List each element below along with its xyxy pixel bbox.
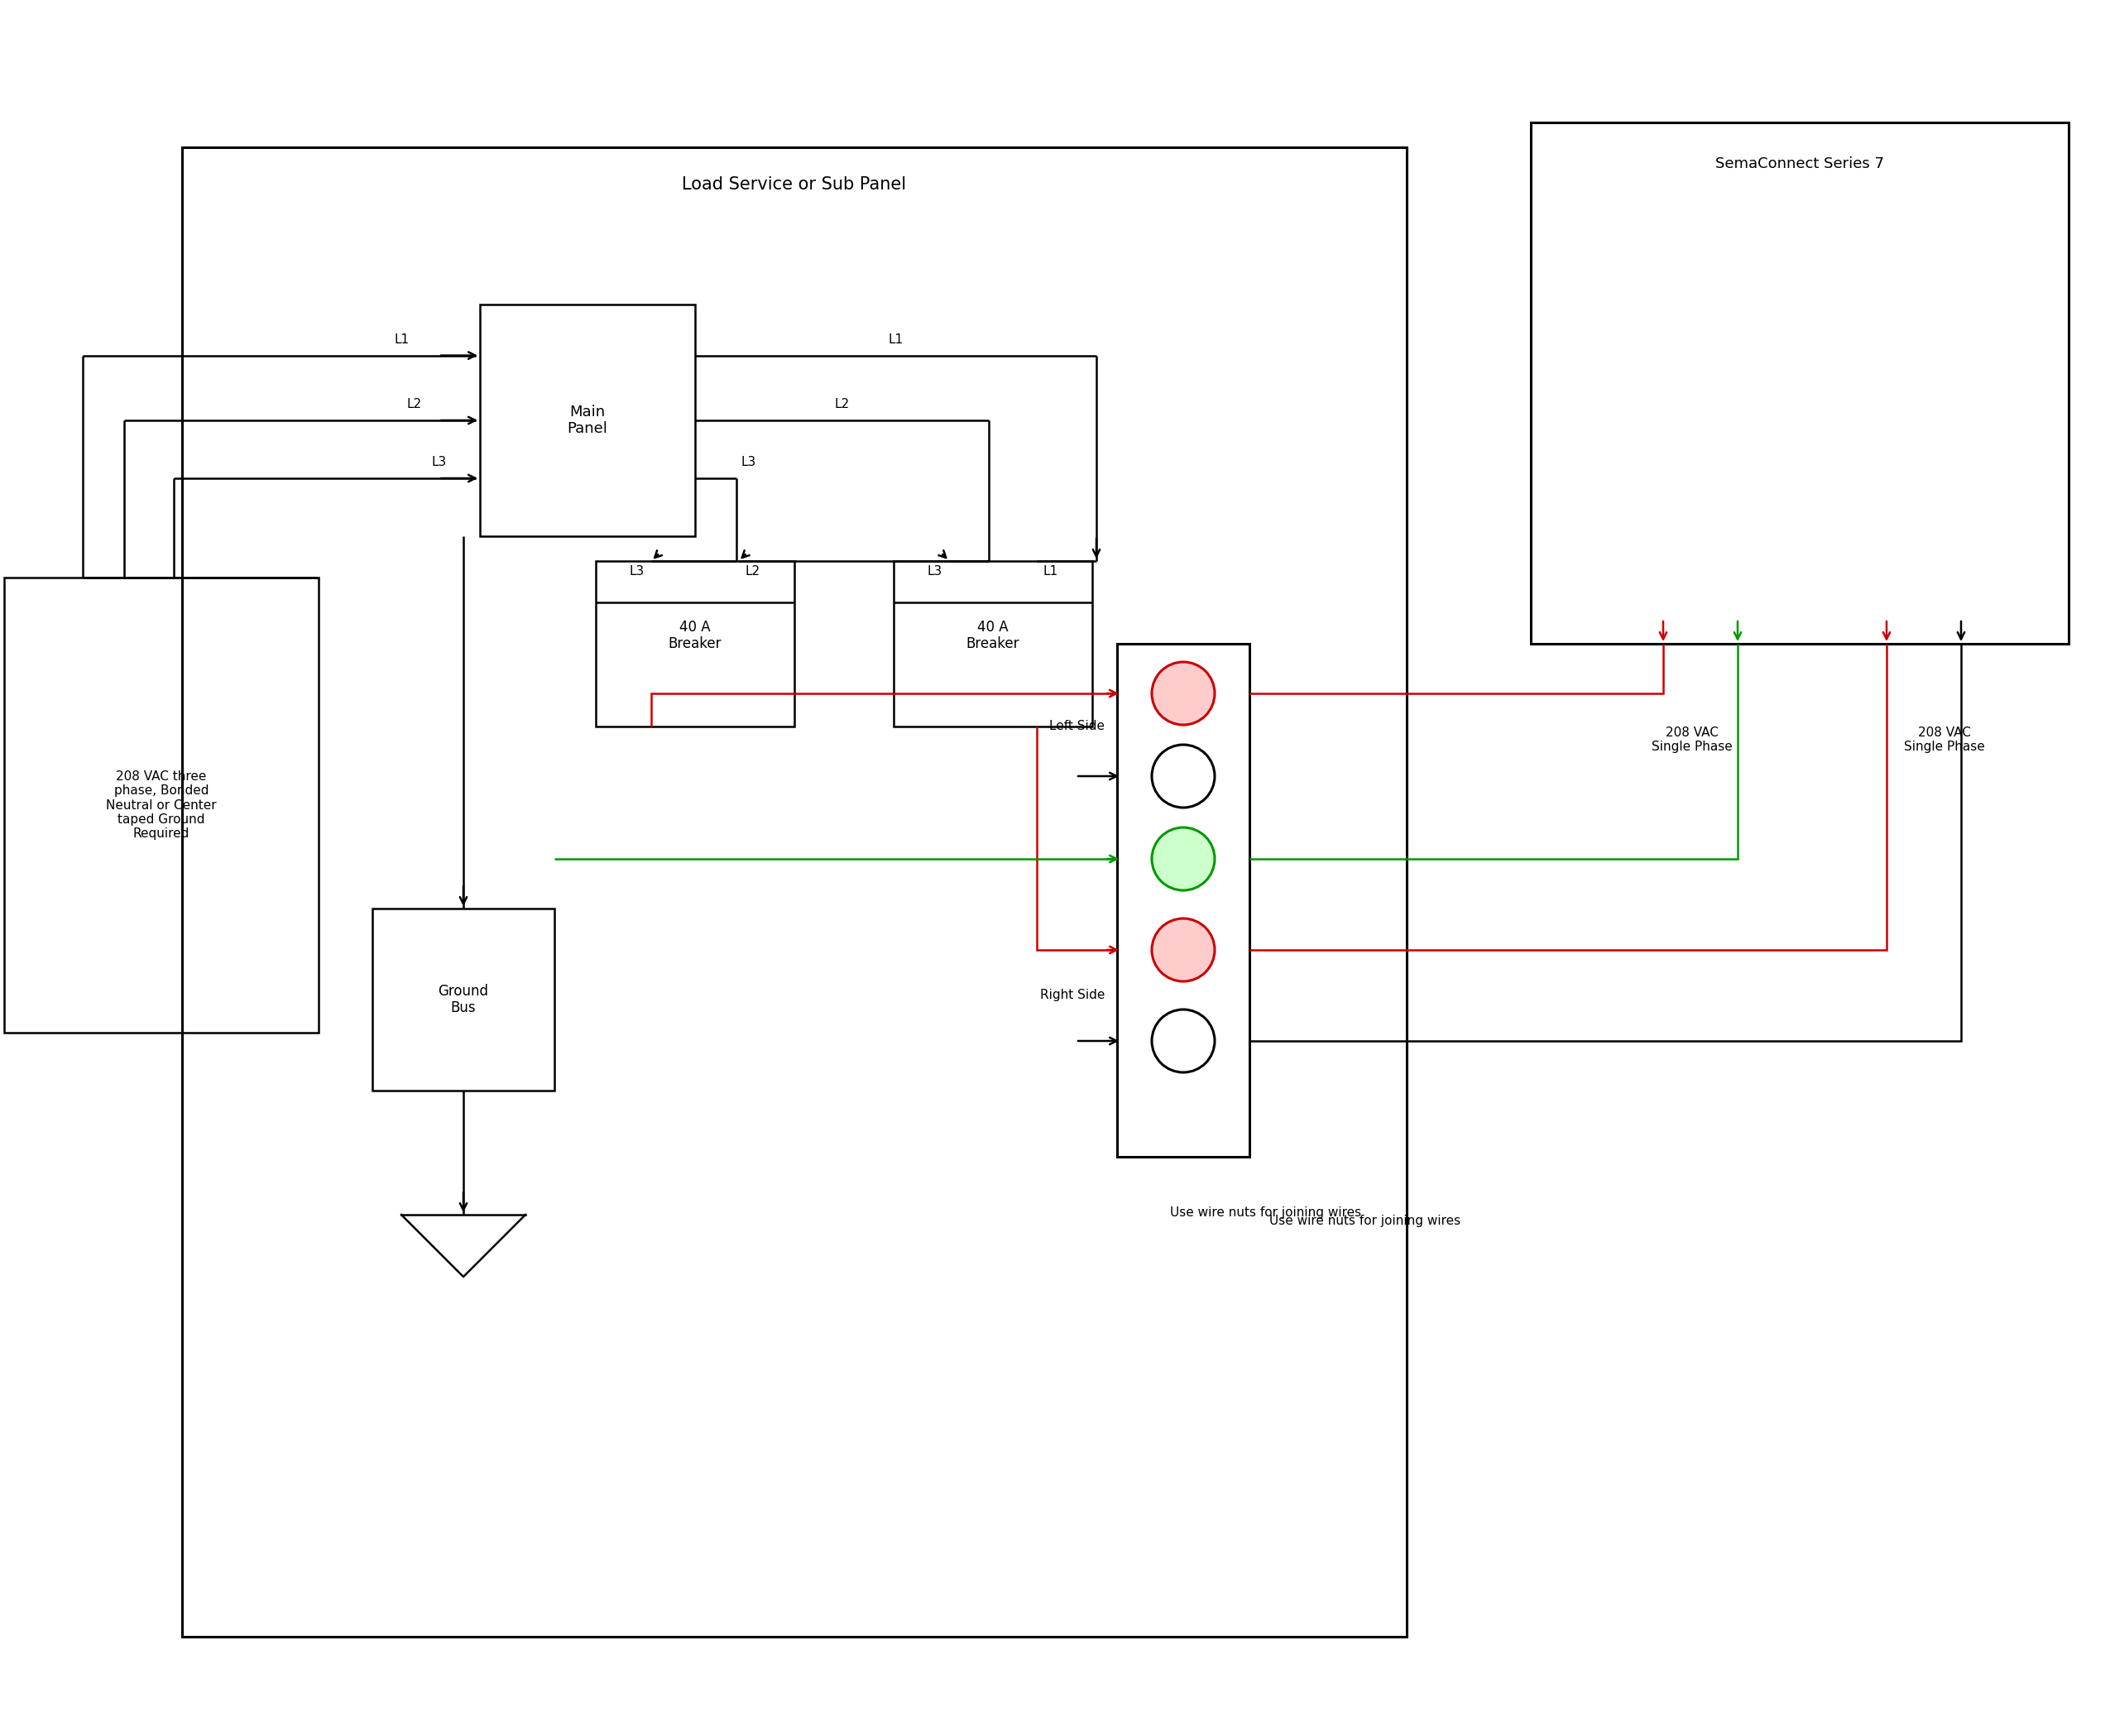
Text: L3: L3 [629, 566, 646, 578]
Text: L1: L1 [888, 333, 903, 345]
Text: Left Side: Left Side [1049, 720, 1106, 733]
Circle shape [1152, 745, 1215, 807]
Circle shape [1152, 661, 1215, 726]
Circle shape [1152, 1010, 1215, 1073]
Text: L1: L1 [1042, 566, 1059, 578]
Text: 40 A
Breaker: 40 A Breaker [966, 620, 1019, 651]
Text: Use wire nuts for joining wires: Use wire nuts for joining wires [1171, 1207, 1361, 1219]
Text: 40 A
Breaker: 40 A Breaker [669, 620, 722, 651]
Text: 208 VAC
Single Phase: 208 VAC Single Phase [1903, 726, 1986, 753]
Bar [1530, 123, 2068, 644]
Text: L3: L3 [928, 566, 943, 578]
Circle shape [1152, 828, 1215, 891]
Text: Ground
Bus: Ground Bus [439, 984, 490, 1016]
Text: Right Side: Right Side [1040, 990, 1106, 1002]
Text: L2: L2 [745, 566, 760, 578]
Bar [895, 561, 1093, 726]
Text: SemaConnect Series 7: SemaConnect Series 7 [1715, 156, 1884, 172]
Bar [4, 578, 319, 1033]
Text: L3: L3 [433, 457, 447, 469]
Bar [1116, 644, 1249, 1156]
Bar [479, 304, 694, 536]
Bar [181, 148, 1407, 1637]
Text: Load Service or Sub Panel: Load Service or Sub Panel [682, 177, 907, 193]
Text: 208 VAC three
phase, Bonded
Neutral or Center
taped Ground
Required: 208 VAC three phase, Bonded Neutral or C… [106, 771, 217, 840]
Text: L3: L3 [741, 457, 755, 469]
Text: L1: L1 [395, 333, 409, 345]
Text: Main
Panel: Main Panel [568, 404, 608, 436]
Text: Use wire nuts for joining wires: Use wire nuts for joining wires [1270, 1215, 1460, 1227]
Bar [595, 561, 793, 726]
Text: L2: L2 [833, 398, 850, 410]
Text: L2: L2 [407, 398, 422, 410]
Text: 208 VAC
Single Phase: 208 VAC Single Phase [1652, 726, 1732, 753]
Circle shape [1152, 918, 1215, 981]
Bar [371, 908, 555, 1090]
